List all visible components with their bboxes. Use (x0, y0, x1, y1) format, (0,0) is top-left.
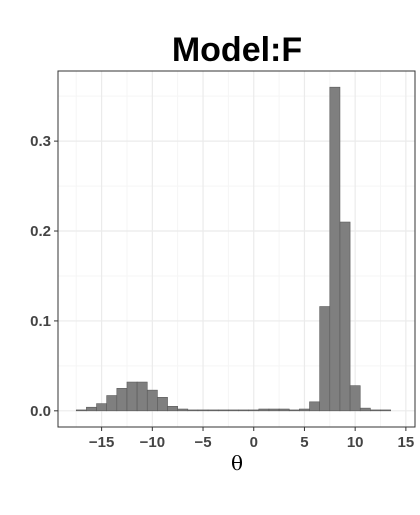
histogram-bar (248, 409, 260, 412)
histogram-bar (167, 406, 178, 412)
histogram-bar (217, 409, 229, 412)
histogram-bar (329, 86, 341, 412)
histogram-bar (268, 408, 280, 412)
histogram-bar (177, 408, 189, 412)
histogram-bar (339, 221, 351, 412)
tick-labels-layer: −15 −10 −5 0 5 10 15 0.0 0.1 0.2 0.3 (30, 133, 414, 451)
histogram-bar (349, 385, 361, 412)
histogram-bar (309, 401, 320, 412)
histogram-bar (146, 389, 158, 412)
histogram-bar (116, 388, 128, 412)
ticks-layer (54, 140, 407, 431)
histogram-bar (86, 406, 97, 412)
x-tick-label: −10 (140, 434, 165, 451)
histogram-bar (299, 408, 310, 412)
histogram-bar (288, 409, 300, 412)
histogram-bar (380, 409, 391, 412)
histogram-bar (359, 407, 371, 412)
histogram-bar (96, 403, 107, 412)
histogram-bar (157, 397, 168, 412)
y-tick-label: 0.1 (30, 313, 51, 330)
x-tick-label: 0 (250, 434, 258, 451)
histogram-bar (319, 306, 331, 412)
x-tick-label: 5 (300, 434, 308, 451)
x-tick-label: −15 (89, 434, 114, 451)
histogram-bar (126, 381, 138, 412)
histogram-bar (197, 409, 209, 412)
histogram-bar (106, 395, 118, 412)
grid-layer (58, 71, 415, 427)
panel-border (57, 70, 416, 428)
histogram-bar (187, 409, 199, 412)
x-axis-title: θ (231, 451, 243, 475)
histogram-bar (228, 409, 239, 412)
histogram-bar (278, 408, 290, 412)
x-tick-label: 10 (347, 434, 364, 451)
histogram-bar (75, 409, 87, 412)
y-tick-label: 0.2 (30, 223, 51, 240)
histogram-bar (238, 409, 249, 412)
y-tick-label: 0.3 (30, 133, 51, 150)
y-tick-label: 0.0 (30, 403, 51, 420)
histogram-bar (258, 408, 270, 412)
histogram-bar (207, 409, 219, 412)
x-tick-label: −5 (194, 434, 211, 451)
bars-layer (75, 86, 391, 412)
x-tick-label: 15 (398, 434, 415, 451)
histogram-bar (370, 409, 381, 412)
histogram-bar (136, 381, 148, 412)
chart-title: Model:F (172, 31, 302, 69)
